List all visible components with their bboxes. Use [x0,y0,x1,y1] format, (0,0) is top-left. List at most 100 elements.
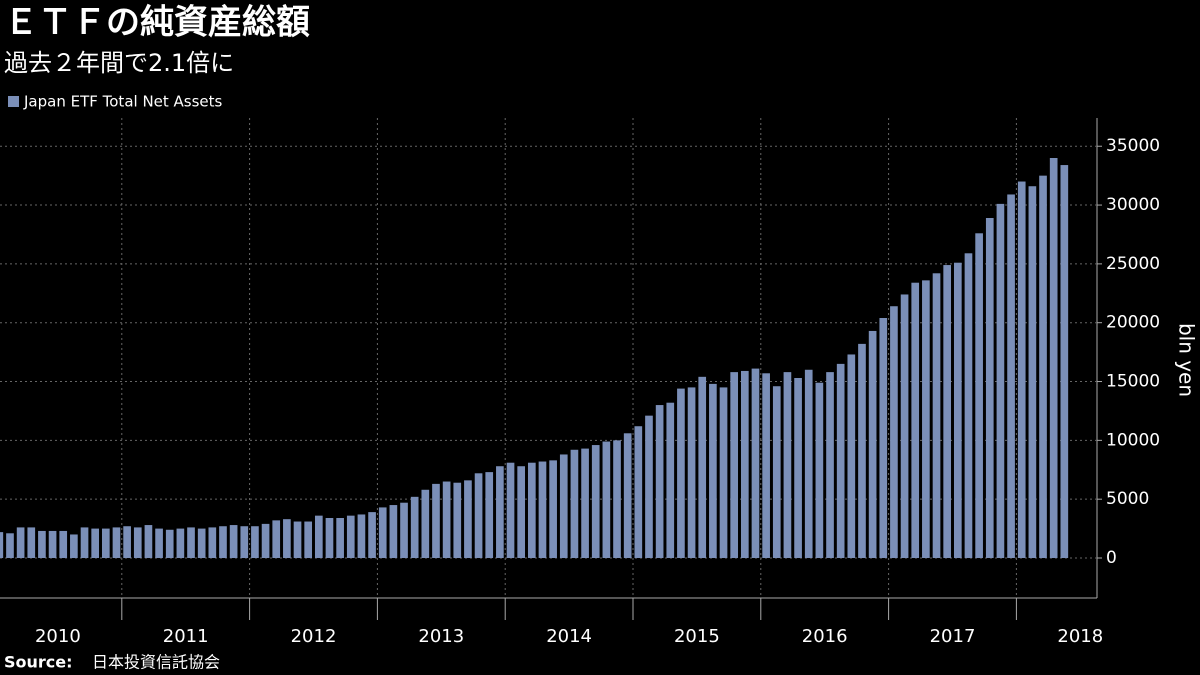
bar [932,273,941,558]
bar [730,372,739,558]
bar [442,481,451,558]
bar [666,402,675,558]
bar [336,518,344,558]
bar [559,454,568,558]
bar [677,388,685,558]
y-tick-label: 0 [1106,548,1117,568]
y-axis-label: bln yen [1175,323,1199,397]
bar [357,514,366,558]
bar [229,525,238,558]
bar [325,518,334,558]
bar [208,527,217,558]
bar [794,378,802,558]
bar [953,262,962,558]
bar [751,368,760,558]
y-tick-label: 10000 [1106,430,1160,450]
legend-label: Japan ETF Total Net Assets [23,93,223,111]
bar [623,433,632,558]
bar [80,527,89,558]
bar [858,343,866,558]
bar [549,460,557,558]
bar [187,527,195,558]
bar [59,530,68,558]
bar [570,449,579,558]
bar [538,461,547,558]
bar [826,372,834,558]
bar [283,519,291,558]
bar [272,520,281,558]
bar [1007,194,1015,558]
bar [6,533,14,558]
bar [527,462,536,558]
bar [911,282,920,558]
bar [27,527,36,558]
y-tick-label: 15000 [1106,372,1160,392]
bar [645,415,653,558]
y-tick-label: 30000 [1106,195,1160,215]
y-tick-label: 25000 [1106,254,1160,274]
bar [975,233,983,558]
bar [400,502,408,558]
x-tick-label: 2013 [418,626,464,647]
bar [16,527,25,558]
bar [719,387,728,558]
bar [602,441,611,558]
bar [687,387,696,558]
bar [261,523,270,558]
bar [389,505,398,558]
bar [762,373,770,558]
bar [655,405,664,558]
bar [740,370,749,558]
bar [432,483,440,558]
bar [506,462,515,558]
bar [1049,158,1058,558]
bar [698,376,707,558]
bar [421,489,430,558]
bar [879,318,888,558]
bar [133,527,142,558]
y-tick-label: 5000 [1106,489,1149,509]
bar [996,203,1005,558]
x-tick-label: 2014 [546,626,592,647]
bar [900,294,909,558]
bar [517,466,526,558]
bar [581,448,589,558]
bar [251,526,259,558]
bar [453,482,462,558]
bar [943,265,952,558]
bar [144,525,153,558]
bar [464,480,472,558]
bar [836,363,845,558]
bar [985,218,994,558]
bar [314,515,323,558]
bar [964,253,973,558]
x-tick-label: 2012 [291,626,337,647]
bar [922,280,930,558]
bar [48,530,57,558]
bar [613,440,621,558]
bar [293,521,302,558]
source: 日本投資信託協会 [92,653,220,672]
x-tick-label: 2018 [1057,626,1103,647]
bar [101,528,110,558]
x-tick-label: 2015 [674,626,720,647]
bar [91,528,100,558]
bar [709,383,717,558]
bar [197,528,206,558]
bar [804,369,813,558]
bar [474,473,483,558]
bar [219,526,227,558]
legend-swatch [8,96,19,107]
bar [378,507,387,558]
x-tick-label: 2011 [163,626,209,647]
chart-title: ＥＴＦの純資産総額 [4,3,310,43]
bar [240,526,249,558]
bar [772,386,781,558]
bar [38,530,46,558]
bar [176,528,185,558]
x-tick-label: 2016 [802,626,848,647]
y-tick-label: 20000 [1106,313,1160,333]
bar [1060,165,1069,558]
y-tick-label: 35000 [1106,136,1160,156]
